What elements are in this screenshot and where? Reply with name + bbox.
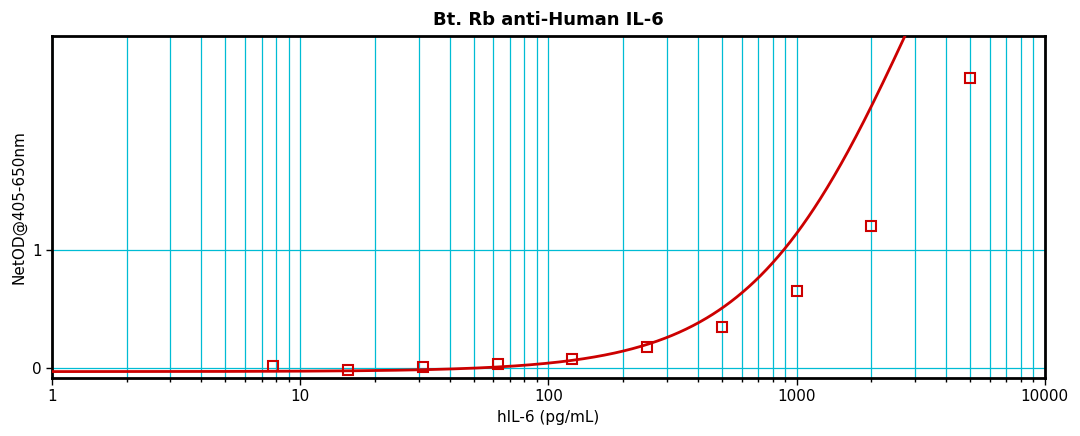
- Y-axis label: NetOD@405-650nm: NetOD@405-650nm: [11, 130, 26, 284]
- Title: Bt. Rb anti-Human IL-6: Bt. Rb anti-Human IL-6: [433, 11, 664, 29]
- X-axis label: hIL-6 (pg/mL): hIL-6 (pg/mL): [497, 410, 599, 425]
